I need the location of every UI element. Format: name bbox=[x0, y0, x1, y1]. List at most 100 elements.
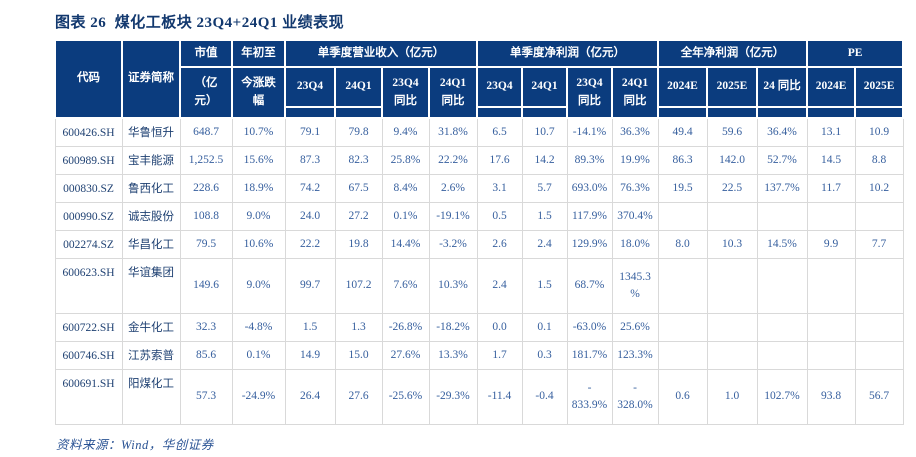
value-cell bbox=[854, 201, 904, 231]
value-cell: 56.7 bbox=[854, 368, 904, 425]
value-cell: -26.8% bbox=[381, 312, 430, 342]
value-cell: 7.6% bbox=[381, 257, 430, 314]
value-cell: 1.5 bbox=[521, 201, 568, 231]
sub-header-np-23q4-yoy: 23Q4 同比 bbox=[566, 66, 613, 119]
value-cell bbox=[854, 340, 904, 370]
value-cell: 74.2 bbox=[284, 173, 336, 203]
sub-header-np-23q4: 23Q4 bbox=[476, 66, 523, 108]
value-cell: 228.6 bbox=[179, 173, 233, 203]
stock-code: 600426.SH bbox=[54, 117, 123, 147]
value-cell: -25.6% bbox=[381, 368, 430, 425]
col-header-ytd-bottom: 今涨跌 幅 bbox=[231, 66, 286, 119]
source-note: 资料来源：Wind，华创证券 bbox=[56, 437, 214, 452]
value-cell: 1.0 bbox=[706, 368, 758, 425]
value-cell bbox=[806, 201, 856, 231]
value-cell: 17.6 bbox=[476, 145, 523, 175]
value-cell: 0.1% bbox=[381, 201, 430, 231]
value-cell: 99.7 bbox=[284, 257, 336, 314]
value-cell: 123.3% bbox=[611, 340, 659, 370]
value-cell bbox=[756, 312, 808, 342]
stock-name: 宝丰能源 bbox=[121, 145, 181, 175]
value-cell: 14.5% bbox=[756, 229, 808, 259]
value-cell: 102.7% bbox=[756, 368, 808, 425]
value-cell: 10.9 bbox=[854, 117, 904, 147]
value-cell: 107.2 bbox=[334, 257, 383, 314]
page-title: 图表 26 煤化工板块 23Q4+24Q1 业绩表现 bbox=[55, 15, 345, 31]
value-cell: 0.5 bbox=[476, 201, 523, 231]
value-cell: 9.0% bbox=[231, 201, 286, 231]
stock-name: 鲁西化工 bbox=[121, 173, 181, 203]
sub-header-annual-2025e: 2025E bbox=[706, 66, 758, 108]
value-cell bbox=[854, 312, 904, 342]
value-cell: 14.4% bbox=[381, 229, 430, 259]
value-cell bbox=[657, 312, 708, 342]
performance-table: 代码 证券简称 市值 年初至 单季度营业收入（亿元） 单季度净利润（亿元） 全年… bbox=[54, 39, 905, 425]
value-cell: 79.8 bbox=[334, 117, 383, 147]
table-row: 600426.SH 华鲁恒升 648.7 10.7% 79.1 79.8 9.4% 31.8%… bbox=[54, 117, 904, 147]
value-cell: 1,252.5 bbox=[179, 145, 233, 175]
header-spacer bbox=[334, 106, 383, 119]
stock-code: 600722.SH bbox=[54, 312, 123, 342]
value-cell: 117.9% bbox=[566, 201, 613, 231]
value-cell: 11.7 bbox=[806, 173, 856, 203]
value-cell: 19.9% bbox=[611, 145, 659, 175]
stock-code: 600691.SH bbox=[54, 368, 123, 425]
value-cell: 22.5 bbox=[706, 173, 758, 203]
sub-header-pe-2024e: 2024E bbox=[806, 66, 857, 108]
group-header-pe: PE bbox=[806, 39, 905, 68]
value-cell: 137.7% bbox=[756, 173, 808, 203]
table-row: 600989.SH 宝丰能源 1,252.5 15.6% 87.3 82.3 25.8% 22… bbox=[54, 145, 904, 175]
value-cell: 68.7% bbox=[566, 257, 613, 314]
header-spacer bbox=[706, 106, 758, 119]
value-cell: 25.8% bbox=[381, 145, 430, 175]
value-cell: 93.8 bbox=[806, 368, 856, 425]
stock-code: 600746.SH bbox=[54, 340, 123, 370]
table-row: 000990.SZ 诚志股份 108.8 9.0% 24.0 27.2 0.1% -19.1%… bbox=[54, 201, 904, 231]
col-header-mktcap-top: 市值 bbox=[179, 39, 233, 68]
value-cell: 89.3% bbox=[566, 145, 613, 175]
stock-name: 华谊集团 bbox=[121, 257, 181, 314]
value-cell: 85.6 bbox=[179, 340, 233, 370]
stock-name: 华昌化工 bbox=[121, 229, 181, 259]
value-cell: 24.0 bbox=[284, 201, 336, 231]
value-cell: 36.4% bbox=[756, 117, 808, 147]
value-cell: 0.1 bbox=[521, 312, 568, 342]
value-cell: 370.4% bbox=[611, 201, 659, 231]
value-cell: 86.3 bbox=[657, 145, 708, 175]
stock-code: 600623.SH bbox=[54, 257, 123, 314]
table-row: 000830.SZ 鲁西化工 228.6 18.9% 74.2 67.5 8.4% 2.6% 3… bbox=[54, 173, 904, 203]
col-header-ytd-top: 年初至 bbox=[231, 39, 286, 68]
header-spacer bbox=[806, 106, 857, 119]
table-header: 代码 证券简称 市值 年初至 单季度营业收入（亿元） 单季度净利润（亿元） 全年… bbox=[54, 39, 905, 119]
stock-name: 江苏索普 bbox=[121, 340, 181, 370]
value-cell: 19.5 bbox=[657, 173, 708, 203]
value-cell: -63.0% bbox=[566, 312, 613, 342]
value-cell: 5.7 bbox=[521, 173, 568, 203]
value-cell: 52.7% bbox=[756, 145, 808, 175]
value-cell: 8.4% bbox=[381, 173, 430, 203]
value-cell: -4.8% bbox=[231, 312, 286, 342]
value-cell: - 328.0% bbox=[611, 368, 659, 425]
value-cell: 10.7 bbox=[521, 117, 568, 147]
stock-name: 阳煤化工 bbox=[121, 368, 181, 425]
value-cell bbox=[756, 257, 808, 314]
value-cell: 9.0% bbox=[231, 257, 286, 314]
header-spacer bbox=[476, 106, 523, 119]
value-cell: 1.3 bbox=[334, 312, 383, 342]
value-cell: -14.1% bbox=[566, 117, 613, 147]
header-spacer bbox=[657, 106, 708, 119]
sub-header-np-24q1: 24Q1 bbox=[521, 66, 568, 108]
stock-name: 华鲁恒升 bbox=[121, 117, 181, 147]
value-cell: 14.9 bbox=[284, 340, 336, 370]
value-cell: 8.0 bbox=[657, 229, 708, 259]
table-body: 600426.SH 华鲁恒升 648.7 10.7% 79.1 79.8 9.4% 31.8%… bbox=[54, 117, 904, 425]
value-cell: 22.2 bbox=[284, 229, 336, 259]
table-row: 600722.SH 金牛化工 32.3 -4.8% 1.5 1.3 -26.8% -18.2%… bbox=[54, 312, 904, 342]
value-cell: 59.6 bbox=[706, 117, 758, 147]
value-cell bbox=[657, 257, 708, 314]
value-cell: 31.8% bbox=[428, 117, 478, 147]
value-cell bbox=[756, 340, 808, 370]
value-cell: 27.2 bbox=[334, 201, 383, 231]
value-cell bbox=[806, 340, 856, 370]
